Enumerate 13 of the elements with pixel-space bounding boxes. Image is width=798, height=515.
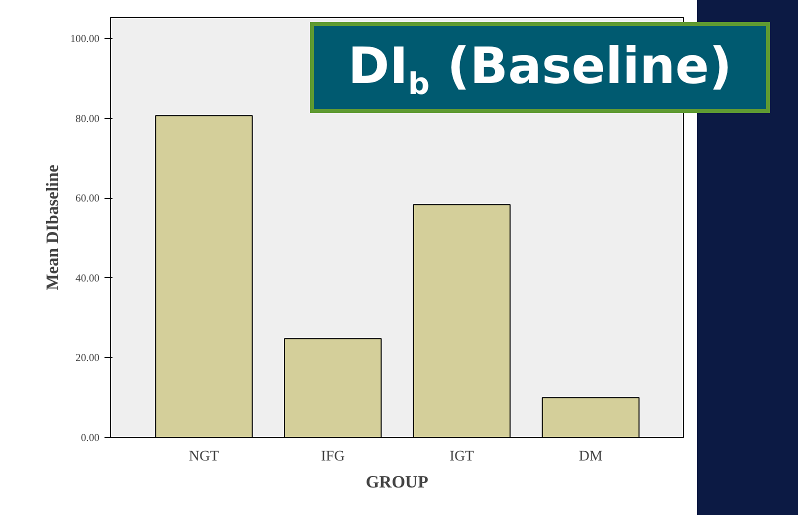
y-tick-label: 60.00 — [76, 194, 100, 205]
x-axis-title: GROUP — [366, 472, 429, 492]
y-tick-label: 100.00 — [70, 34, 100, 46]
x-tick-label: NGT — [188, 448, 220, 464]
y-tick-label: 40.00 — [76, 273, 100, 284]
y-tick-label: 80.00 — [76, 114, 100, 125]
y-axis-title: Mean DIbaseline — [43, 164, 62, 290]
x-tick-label: DM — [578, 448, 603, 464]
text: DI$_{b}$ (Baseline) — [348, 36, 732, 104]
y-tick-label: 0.00 — [80, 433, 100, 444]
y-tick-label: 20.00 — [76, 353, 100, 364]
x-tick-label: IGT — [450, 448, 474, 464]
x-tick-label: IFG — [321, 448, 346, 464]
